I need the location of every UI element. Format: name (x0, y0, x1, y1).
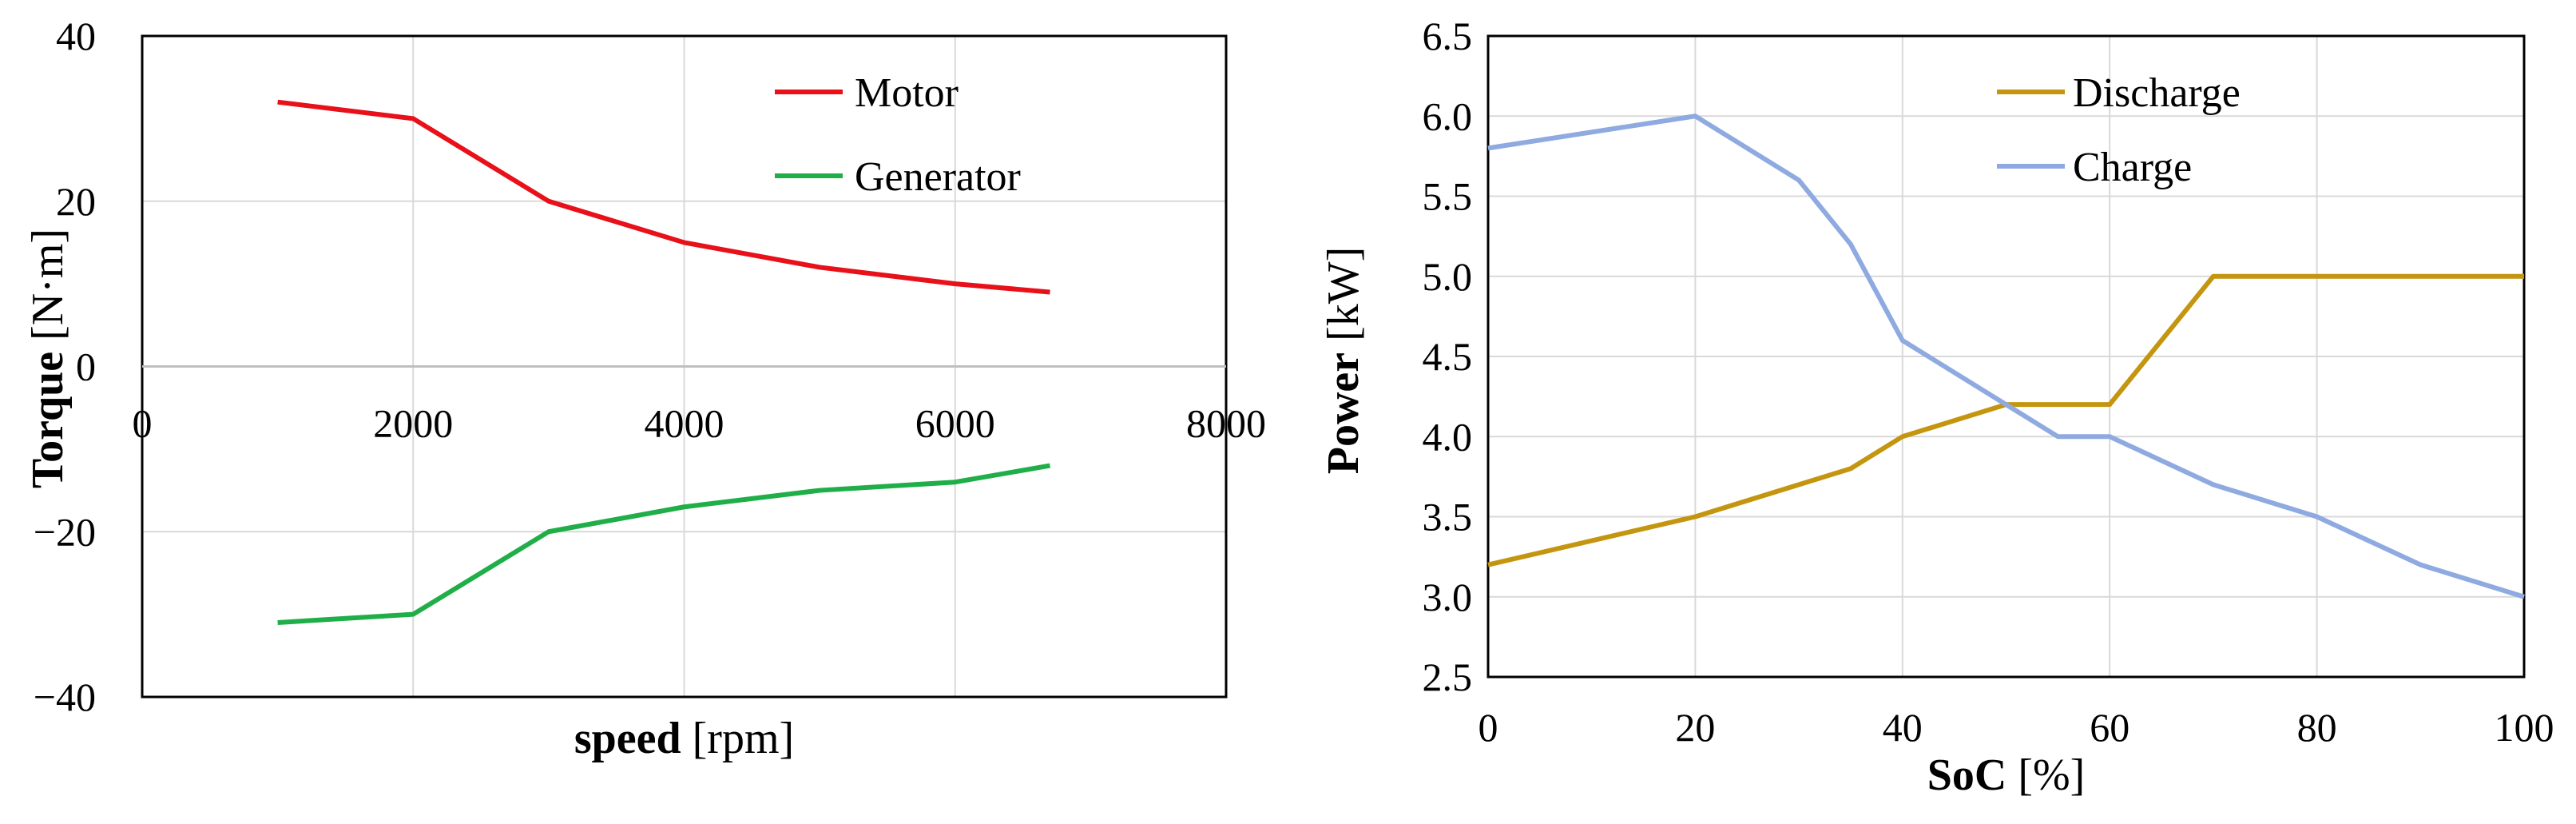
y-axis-title: Torque [N·m] (23, 229, 73, 488)
y-axis-title-unit: [N·m] (23, 229, 73, 340)
y-tick-label: 6.0 (1423, 94, 1473, 138)
series-line-motor (277, 99, 1050, 295)
y-tick-label: 3.0 (1423, 575, 1473, 619)
x-tick-label: 4000 (645, 401, 724, 446)
y-axis-title-space (23, 340, 73, 352)
y-tick-label: −20 (34, 509, 96, 554)
legend-label: Discharge (2073, 70, 2241, 116)
y-tick-label: 4.0 (1423, 414, 1473, 459)
y-axis-title-space (1319, 341, 1368, 352)
y-tick-label: 40 (56, 14, 96, 58)
x-tick-label: 100 (2495, 705, 2554, 750)
y-tick-label: 2.5 (1423, 655, 1473, 699)
x-axis-title-name: SoC (1927, 750, 2007, 800)
y-axis-title-name: Power (1319, 352, 1368, 474)
x-axis-title: SoC [%] (1927, 750, 2086, 800)
x-axis-title-space (2006, 750, 2018, 800)
y-tick-label: 3.5 (1423, 495, 1473, 539)
torque-speed-chart: 40 20 0 −20 −40 0 2000 4000 6000 8000 Motor Generat… (23, 14, 1266, 763)
y-tick-label: 5.5 (1423, 174, 1473, 219)
x-tick-label: 80 (2297, 705, 2337, 750)
x-tick-label: 0 (133, 401, 153, 446)
series-line-charge (1487, 113, 2525, 599)
x-tick-label: 8000 (1186, 401, 1266, 446)
x-tick-label: 6000 (915, 401, 995, 446)
y-tick-label: −40 (34, 675, 96, 719)
x-axis-title-space (681, 714, 693, 763)
x-axis-title-unit: [%] (2018, 750, 2085, 800)
y-axis-title-name: Torque (23, 352, 73, 488)
legend-label: Motor (855, 70, 959, 116)
series-line-discharge (1487, 273, 2524, 567)
y-axis-title-unit: [kW] (1319, 247, 1368, 341)
x-axis-title-unit: [rpm] (693, 714, 795, 763)
x-axis-title: speed [rpm] (574, 714, 794, 763)
x-tick-label: 60 (2090, 705, 2129, 750)
y-tick-label: 20 (56, 179, 96, 224)
plot-area-border (1486, 34, 2526, 679)
y-tick-label: 6.5 (1423, 14, 1473, 58)
y-tick-label: 4.5 (1423, 334, 1473, 379)
x-tick-label: 2000 (373, 401, 453, 446)
x-tick-label: 40 (1883, 705, 1923, 750)
legend-label: Generator (855, 154, 1021, 200)
x-axis-title-name: speed (574, 714, 681, 763)
x-tick-label: 0 (1479, 705, 1498, 750)
y-tick-label: 0 (76, 344, 96, 389)
power-soc-chart: 6.5 6.0 5.5 5.0 4.5 4.0 3.5 3.0 2.50 20 40 60 80 100 D… (1319, 14, 2554, 800)
series-line-generator (277, 463, 1051, 625)
y-tick-label: 5.0 (1423, 254, 1473, 299)
legend-label: Charge (2073, 145, 2192, 190)
y-axis-title: Power [kW] (1319, 247, 1368, 475)
x-tick-label: 20 (1675, 705, 1715, 750)
